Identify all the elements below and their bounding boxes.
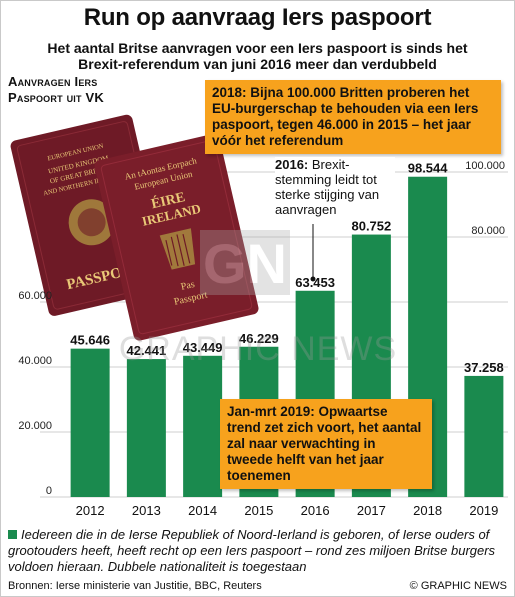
watermark: GN GRAPHIC NEWS bbox=[119, 230, 397, 368]
y-tick-label: 0 bbox=[46, 485, 52, 497]
value-label-2017: 80.752 bbox=[351, 219, 391, 234]
y-tick-label: 100.000 bbox=[465, 160, 505, 172]
credit: © GRAPHIC NEWS bbox=[409, 580, 507, 592]
harp-strings-icon bbox=[165, 234, 191, 267]
y-tick-label: 20.000 bbox=[18, 420, 52, 432]
watermark-text: GRAPHIC NEWS bbox=[119, 330, 397, 368]
x-tick-label-2019: 2019 bbox=[469, 503, 498, 518]
x-tick-label-2013: 2013 bbox=[132, 503, 161, 518]
value-label-2015: 46.229 bbox=[239, 331, 279, 346]
watermark-logo-text: GN bbox=[203, 232, 287, 295]
annotation-2016-year: 2016: bbox=[275, 157, 309, 172]
irish-passport-line-5: Pas bbox=[180, 279, 196, 293]
bar-2019 bbox=[464, 375, 504, 497]
bar-2014 bbox=[183, 355, 223, 497]
annotation-2016: 2016: Brexit-stemming leidt tot sterke s… bbox=[275, 157, 395, 217]
annotation-2016-dot bbox=[310, 276, 316, 282]
y-tick-label: 40.000 bbox=[18, 355, 52, 367]
uk-crest-center bbox=[77, 208, 106, 237]
watermark-logo-box bbox=[200, 230, 290, 295]
x-axis-ticks: 2012 2013 2014 2015 2016 2017 2018 2019 bbox=[76, 503, 499, 518]
chart-title: Run op aanvraag Iers paspoort bbox=[83, 4, 432, 31]
passport-illustration: EUROPEAN UNION UNITED KINGDOM OF GREAT B… bbox=[10, 114, 259, 341]
x-tick-label-2017: 2017 bbox=[357, 503, 386, 518]
value-label-2014: 43.449 bbox=[183, 340, 223, 355]
chart-subtitle: Het aantal Britse aanvragen voor een Ier… bbox=[47, 40, 468, 72]
chart-series-label: Aanvragen Iers Paspoort uit VK bbox=[8, 74, 104, 105]
annotation-2016-text: Brexit-stemming leidt tot sterke stijgin… bbox=[275, 157, 380, 217]
x-tick-label-2014: 2014 bbox=[188, 503, 217, 518]
value-label-2012: 45.646 bbox=[70, 333, 110, 348]
y-tick-label: 80.000 bbox=[471, 225, 505, 237]
value-label-2013: 42.441 bbox=[126, 343, 166, 358]
irish-passport-border bbox=[100, 140, 253, 335]
x-tick-label-2015: 2015 bbox=[244, 503, 273, 518]
irish-passport: An tAontas Eorpach European Union ÉIRE I… bbox=[94, 133, 259, 341]
value-label-2018: 98.544 bbox=[408, 161, 449, 176]
footnote: Iedereen die in de Ierse Republiek of No… bbox=[8, 527, 508, 575]
bar-2013 bbox=[126, 359, 166, 497]
x-tick-label-2016: 2016 bbox=[301, 503, 330, 518]
x-tick-label-2018: 2018 bbox=[413, 503, 442, 518]
y-tick-label: 60.000 bbox=[18, 290, 52, 302]
callout-2018: 2018: Bijna 100.000 Britten proberen het… bbox=[205, 80, 501, 154]
callout-2019: Jan-mrt 2019: Opwaartse trend zet zich v… bbox=[220, 399, 432, 489]
footnote-text: Iedereen die in de Ierse Republiek of No… bbox=[8, 527, 496, 574]
sources: Bronnen: Ierse ministerie van Justitie, … bbox=[8, 580, 262, 592]
y-axis-ticks: 0 20.000 40.000 60.000 80.000 100.000 bbox=[18, 160, 505, 497]
value-label-2019: 37.258 bbox=[464, 360, 504, 375]
x-tick-label-2012: 2012 bbox=[76, 503, 105, 518]
bar-2012 bbox=[70, 348, 110, 497]
value-label-2016: 63.453 bbox=[295, 275, 335, 290]
footnote-square-icon bbox=[8, 530, 17, 539]
value-labels: 45.646 42.441 43.449 46.229 63.453 80.752 98.5… bbox=[70, 161, 504, 375]
harp-icon bbox=[159, 228, 196, 270]
